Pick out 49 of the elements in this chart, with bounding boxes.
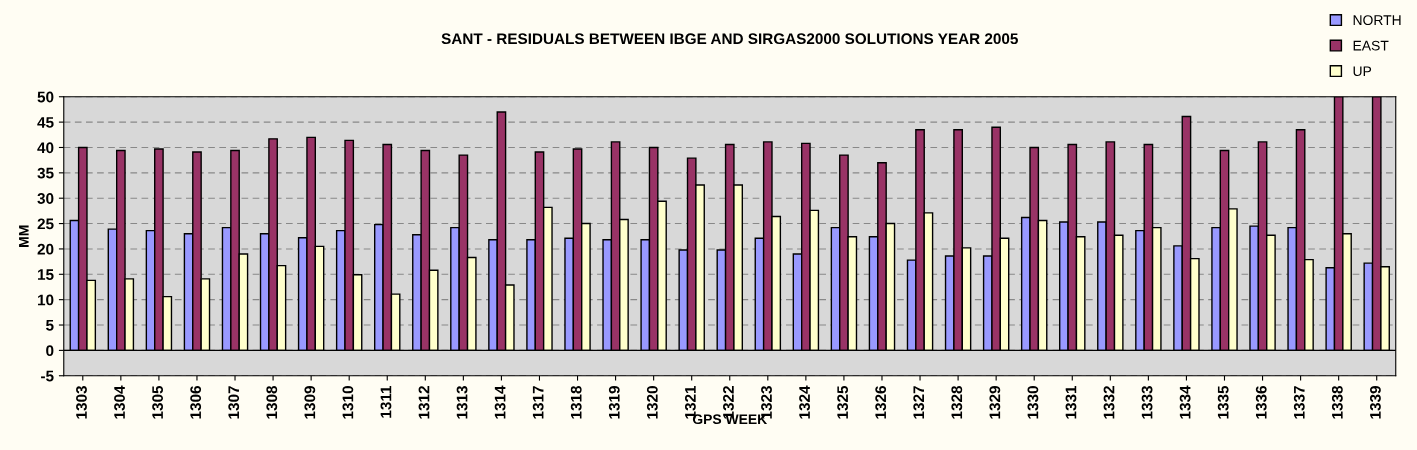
y-tick-label: 40 [37, 142, 54, 154]
x-tick-label: 1334 [1179, 385, 1191, 419]
y-tick-label: 30 [37, 193, 54, 204]
x-tick-label: 1314 [494, 385, 506, 419]
x-tick-label: 1313 [456, 386, 468, 419]
x-tick-label: 1339 [1370, 386, 1381, 419]
x-tick-label: 1308 [266, 385, 278, 419]
y-tick-label: 50 [37, 91, 54, 103]
x-tick-label: 1305 [152, 385, 164, 419]
legend-label: UP [1353, 66, 1372, 77]
x-tick-label: 1331 [1065, 385, 1077, 419]
x-tick-label: 1327 [913, 386, 925, 419]
y-tick-label: 45 [37, 117, 54, 128]
y-tick-label: 35 [37, 167, 54, 179]
x-tick-label: 1311 [380, 385, 392, 418]
y-tick-label: 0 [46, 345, 54, 357]
y-tick-label: 15 [38, 269, 54, 280]
x-tick-label: 1324 [799, 385, 810, 419]
y-tick-label: 25 [37, 218, 54, 230]
x-tick-label: 1317 [532, 386, 544, 419]
x-tick-label: 1333 [1141, 386, 1153, 419]
x-tick-label: 1336 [1255, 386, 1267, 419]
y-tick-label: 10 [38, 294, 54, 306]
y-tick-label: -5 [41, 370, 54, 382]
x-tick-label: 1303 [76, 386, 87, 419]
x-tick-label: 1318 [570, 385, 582, 419]
legend-label: NORTH [1353, 15, 1401, 26]
x-tick-label: 1332 [1103, 386, 1115, 419]
x-tick-label: 1304 [114, 385, 125, 419]
x-tick-label: 1319 [608, 386, 620, 419]
x-tick-label: 1306 [190, 386, 202, 419]
x-tick-label: 1337 [1293, 386, 1305, 419]
chart-title: SANT - RESIDUALS BETWEEN IBGE AND SIRGAS2000 SOLUTIONS YEAR 2005 [441, 33, 1018, 45]
y-axis-title: MM [19, 225, 29, 247]
y-tick-label: 5 [46, 320, 54, 331]
x-tick-label: 1307 [228, 386, 240, 419]
x-tick-label: 1320 [646, 386, 658, 419]
x-tick-label: 1326 [875, 386, 887, 419]
x-tick-label: 1328 [951, 385, 963, 419]
x-tick-label: 1312 [418, 386, 430, 419]
legend-label: EAST [1353, 40, 1389, 51]
y-tick-label: 20 [37, 243, 54, 255]
x-tick-label: 1330 [1027, 386, 1039, 419]
x-tick-label: 1309 [304, 386, 316, 419]
x-tick-label: 1335 [1217, 385, 1229, 419]
x-tick-label: 1325 [837, 385, 849, 419]
x-tick-label: 1329 [989, 386, 1001, 419]
x-tick-label: 1338 [1331, 385, 1343, 419]
x-tick-label: 1310 [342, 386, 354, 419]
